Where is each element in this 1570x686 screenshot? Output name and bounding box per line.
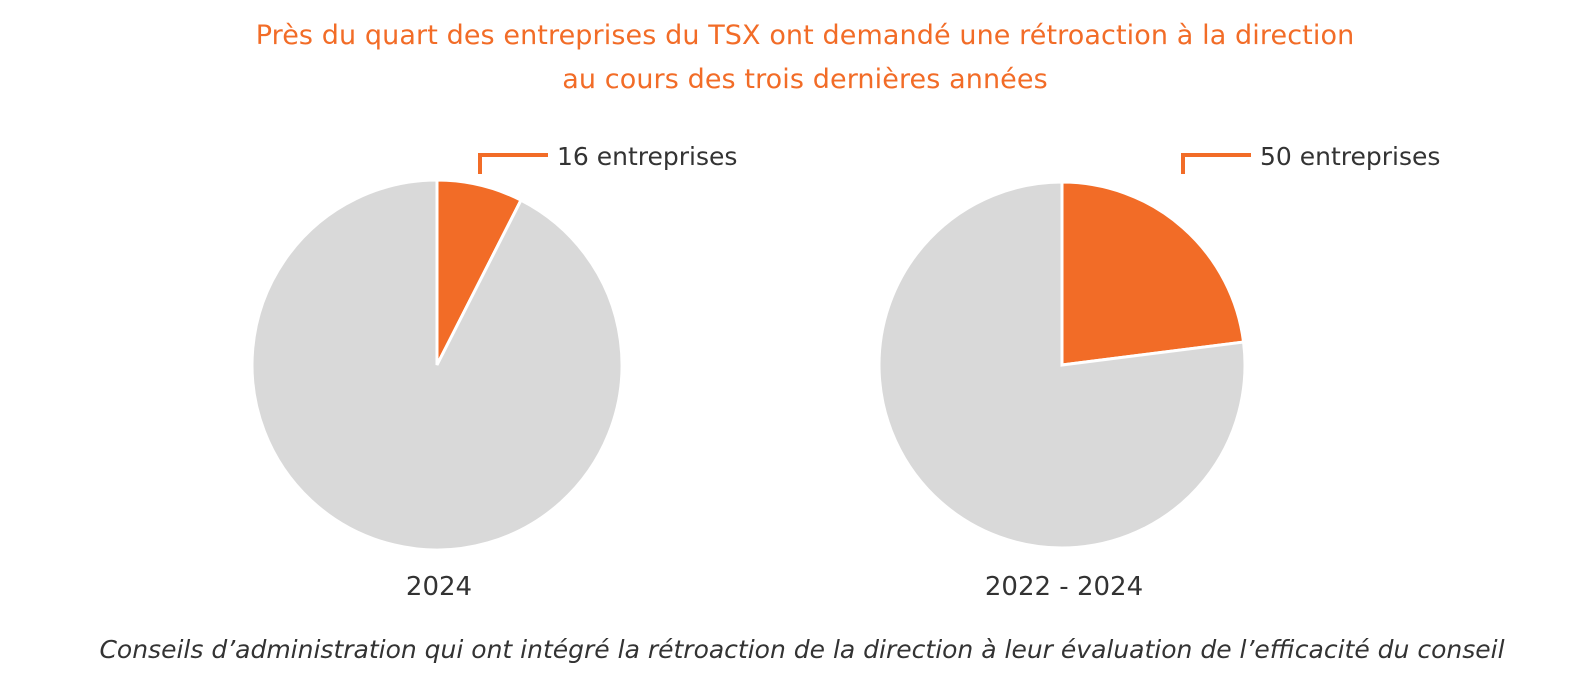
chart-footnote: Conseils d’administration qui ont intégr… [99, 635, 1505, 664]
callout-label: 16 entreprises [557, 142, 737, 171]
chart-title: Près du quart des entreprises du TSX ont… [0, 14, 1570, 102]
pie-slice-rest [250, 178, 624, 552]
callout-leader-line [1181, 153, 1251, 174]
pie-chart-2024: 16 entreprises 2024 [250, 142, 737, 602]
callout-leader-line [478, 153, 548, 174]
title-line-2: au cours des trois dernières années [562, 64, 1048, 95]
pie-period-label: 2024 [406, 572, 472, 602]
title-line-1: Près du quart des entreprises du TSX ont… [255, 20, 1355, 51]
callout-label: 50 entreprises [1260, 142, 1440, 171]
pie-chart-2022-2024: 50 entreprises 2022 - 2024 [877, 142, 1440, 602]
pie-slice-highlight [1060, 180, 1246, 367]
pie-period-label: 2022 - 2024 [985, 572, 1143, 602]
pie-slice-rest [877, 180, 1247, 550]
